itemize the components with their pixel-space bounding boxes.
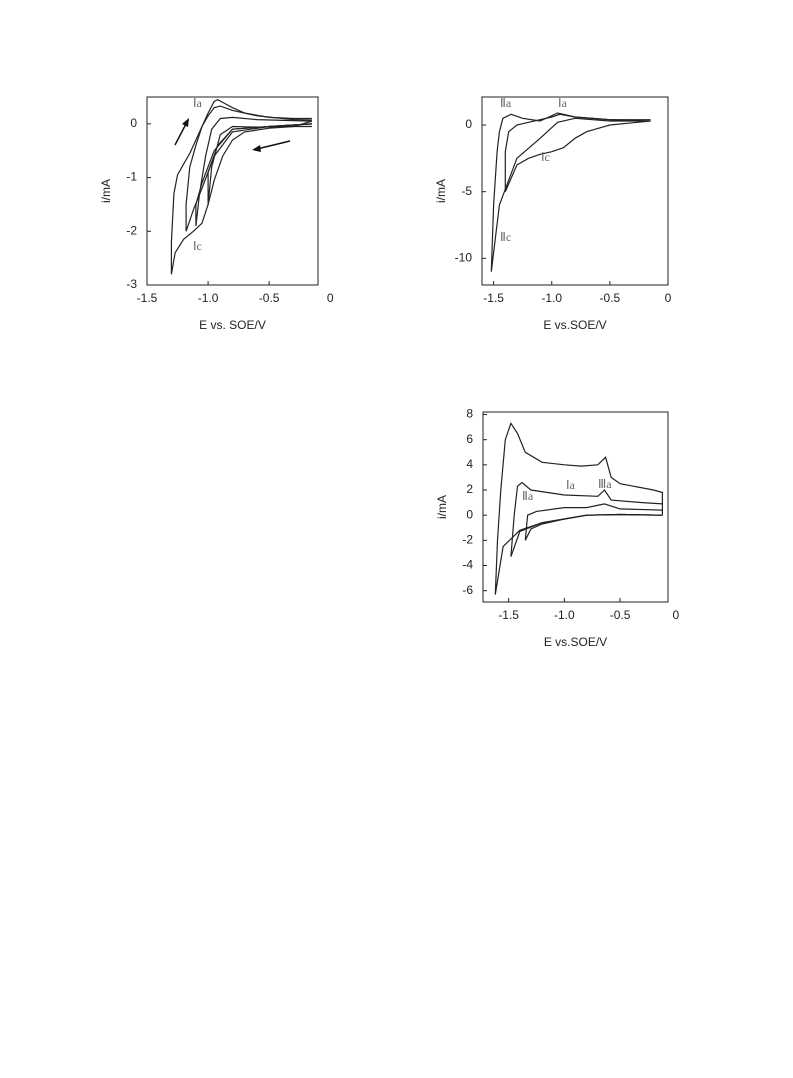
peak-label: Ⅱc <box>500 230 511 244</box>
arrow <box>174 121 188 146</box>
x-axis-title: E vs. SOE/V <box>199 318 266 332</box>
y-tick-label: -4 <box>462 558 473 572</box>
x-tick-label: -1.0 <box>541 291 562 305</box>
y-axis-title: i/mA <box>435 495 449 519</box>
y-tick-label: -6 <box>462 583 473 597</box>
y-tick-label: -5 <box>461 184 472 198</box>
y-tick-label: -1 <box>126 170 137 184</box>
x-tick-label: -1.5 <box>498 608 519 622</box>
y-tick-label: 0 <box>130 116 137 130</box>
y-tick-label: 0 <box>465 117 472 131</box>
arrow-head <box>252 145 261 152</box>
cv-curve <box>207 123 312 205</box>
x-axis-title: E vs.SOE/V <box>544 635 607 649</box>
cv-curve <box>490 112 651 272</box>
y-tick-label: 4 <box>466 457 473 471</box>
cv-curve <box>524 503 663 541</box>
x-tick-label: -0.5 <box>600 291 621 305</box>
cv-curve <box>185 105 312 232</box>
y-tick-label: -2 <box>126 223 137 237</box>
y-axis-title: i/mA <box>434 179 448 203</box>
y-tick-label: 2 <box>466 482 473 496</box>
y-axis-title: i/mA <box>99 179 113 203</box>
y-tick-label: 6 <box>466 432 473 446</box>
peak-label: Ⅰa <box>558 96 568 110</box>
plot-frame <box>146 96 319 286</box>
peak-label: Ⅰc <box>541 150 550 164</box>
y-tick-label: -3 <box>126 277 137 291</box>
x-tick-label: -1.0 <box>198 291 219 305</box>
cv-curve <box>170 99 313 275</box>
peak-label: Ⅰa <box>193 96 203 110</box>
x-tick-label: 0 <box>665 291 672 305</box>
peak-label: Ⅱa <box>522 489 534 503</box>
arrow <box>256 140 291 150</box>
plot-frame <box>482 411 669 603</box>
x-tick-label: 0 <box>327 291 334 305</box>
peak-label: Ⅱa <box>500 96 512 110</box>
y-tick-label: 8 <box>466 407 473 421</box>
peak-label: Ⅲa <box>598 477 612 491</box>
x-tick-label: 0 <box>672 608 679 622</box>
peak-label: Ⅰa <box>566 478 576 492</box>
arrow-head <box>182 118 189 127</box>
plot-frame <box>481 96 669 286</box>
x-tick-label: -1.5 <box>483 291 504 305</box>
y-tick-label: -2 <box>462 533 473 547</box>
y-tick-label: 0 <box>466 507 473 521</box>
x-axis-title: E vs.SOE/V <box>543 318 606 332</box>
x-tick-label: -1.0 <box>554 608 575 622</box>
x-tick-label: -0.5 <box>610 608 631 622</box>
x-tick-label: -0.5 <box>259 291 280 305</box>
x-tick-label: -1.5 <box>137 291 158 305</box>
cv-curve <box>504 113 651 192</box>
y-tick-label: -10 <box>455 251 473 265</box>
peak-label: Ⅰc <box>193 239 202 253</box>
